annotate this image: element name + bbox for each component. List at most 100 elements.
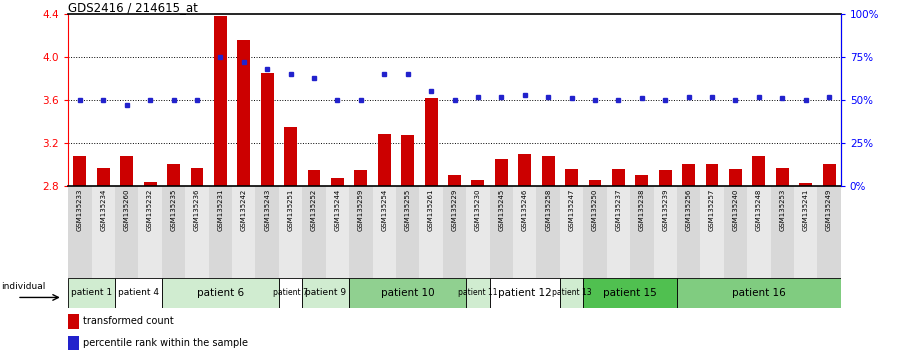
Bar: [185, 186, 209, 278]
Text: GSM135230: GSM135230: [474, 189, 481, 231]
Text: GDS2416 / 214615_at: GDS2416 / 214615_at: [68, 1, 198, 14]
Bar: [167, 164, 180, 186]
Bar: [677, 186, 700, 278]
Bar: [635, 175, 648, 186]
Text: GSM135243: GSM135243: [265, 189, 270, 231]
Text: GSM135257: GSM135257: [709, 189, 715, 231]
Bar: [120, 156, 133, 186]
Text: GSM135232: GSM135232: [147, 189, 153, 231]
Text: GSM135233: GSM135233: [77, 189, 83, 231]
Bar: [518, 154, 531, 186]
Bar: [285, 127, 297, 186]
Bar: [115, 278, 162, 308]
Text: GSM135234: GSM135234: [100, 189, 106, 231]
Text: percentile rank within the sample: percentile rank within the sample: [83, 338, 248, 348]
Text: GSM135238: GSM135238: [639, 189, 644, 231]
Bar: [771, 186, 794, 278]
Text: GSM135253: GSM135253: [779, 189, 785, 231]
Text: GSM135235: GSM135235: [171, 189, 176, 231]
Text: GSM135229: GSM135229: [452, 189, 457, 231]
Text: patient 6: patient 6: [197, 288, 244, 298]
Text: GSM135256: GSM135256: [685, 189, 692, 231]
Bar: [705, 164, 718, 186]
Bar: [349, 186, 373, 278]
Bar: [494, 159, 508, 186]
Bar: [654, 186, 677, 278]
Bar: [162, 278, 279, 308]
Text: GSM135239: GSM135239: [663, 189, 668, 231]
Text: GSM135246: GSM135246: [522, 189, 528, 231]
Text: GSM135240: GSM135240: [733, 189, 738, 231]
Bar: [588, 181, 602, 186]
Bar: [472, 181, 484, 186]
Text: GSM135260: GSM135260: [124, 189, 130, 231]
Bar: [68, 278, 115, 308]
Text: GSM135248: GSM135248: [756, 189, 762, 231]
Text: individual: individual: [1, 282, 45, 291]
Bar: [560, 186, 584, 278]
Bar: [303, 278, 349, 308]
Text: GSM135237: GSM135237: [615, 189, 622, 231]
Bar: [799, 183, 812, 186]
Bar: [355, 170, 367, 186]
Bar: [214, 16, 227, 186]
Text: GSM135251: GSM135251: [287, 189, 294, 231]
Bar: [115, 186, 138, 278]
Bar: [606, 186, 630, 278]
Bar: [542, 156, 554, 186]
Bar: [144, 182, 156, 186]
Bar: [466, 186, 490, 278]
Text: GSM135244: GSM135244: [335, 189, 341, 231]
Bar: [560, 278, 584, 308]
Bar: [490, 278, 560, 308]
Bar: [331, 178, 344, 186]
Text: GSM135252: GSM135252: [311, 189, 317, 231]
Text: patient 13: patient 13: [552, 289, 592, 297]
Bar: [584, 186, 606, 278]
Bar: [724, 186, 747, 278]
Text: GSM135259: GSM135259: [358, 189, 364, 231]
Bar: [74, 156, 86, 186]
Bar: [425, 98, 437, 186]
Bar: [700, 186, 724, 278]
Bar: [232, 186, 255, 278]
Bar: [630, 186, 654, 278]
Text: GSM135242: GSM135242: [241, 189, 246, 231]
Text: GSM135245: GSM135245: [498, 189, 504, 231]
Bar: [817, 186, 841, 278]
Bar: [307, 170, 321, 186]
Bar: [378, 135, 391, 186]
Bar: [138, 186, 162, 278]
Bar: [612, 169, 624, 186]
Bar: [261, 73, 274, 186]
Text: patient 11: patient 11: [458, 289, 497, 297]
Text: GSM135261: GSM135261: [428, 189, 435, 231]
Bar: [97, 167, 110, 186]
Text: transformed count: transformed count: [83, 316, 174, 326]
Text: patient 1: patient 1: [71, 289, 112, 297]
Bar: [162, 186, 185, 278]
Text: GSM135231: GSM135231: [217, 189, 224, 231]
Bar: [68, 314, 79, 329]
Text: GSM135255: GSM135255: [405, 189, 411, 231]
Text: GSM135247: GSM135247: [568, 189, 574, 231]
Bar: [682, 164, 695, 186]
Bar: [823, 164, 835, 186]
Bar: [659, 170, 672, 186]
Bar: [68, 336, 79, 350]
Bar: [490, 186, 513, 278]
Bar: [373, 186, 396, 278]
Bar: [191, 167, 204, 186]
Bar: [401, 136, 415, 186]
Text: GSM135254: GSM135254: [381, 189, 387, 231]
Text: patient 10: patient 10: [381, 288, 435, 298]
Bar: [237, 40, 250, 186]
Text: GSM135249: GSM135249: [826, 189, 832, 231]
Bar: [255, 186, 279, 278]
Bar: [419, 186, 443, 278]
Bar: [396, 186, 419, 278]
Bar: [794, 186, 817, 278]
Text: patient 16: patient 16: [732, 288, 785, 298]
Bar: [443, 186, 466, 278]
Text: patient 7: patient 7: [274, 289, 308, 297]
